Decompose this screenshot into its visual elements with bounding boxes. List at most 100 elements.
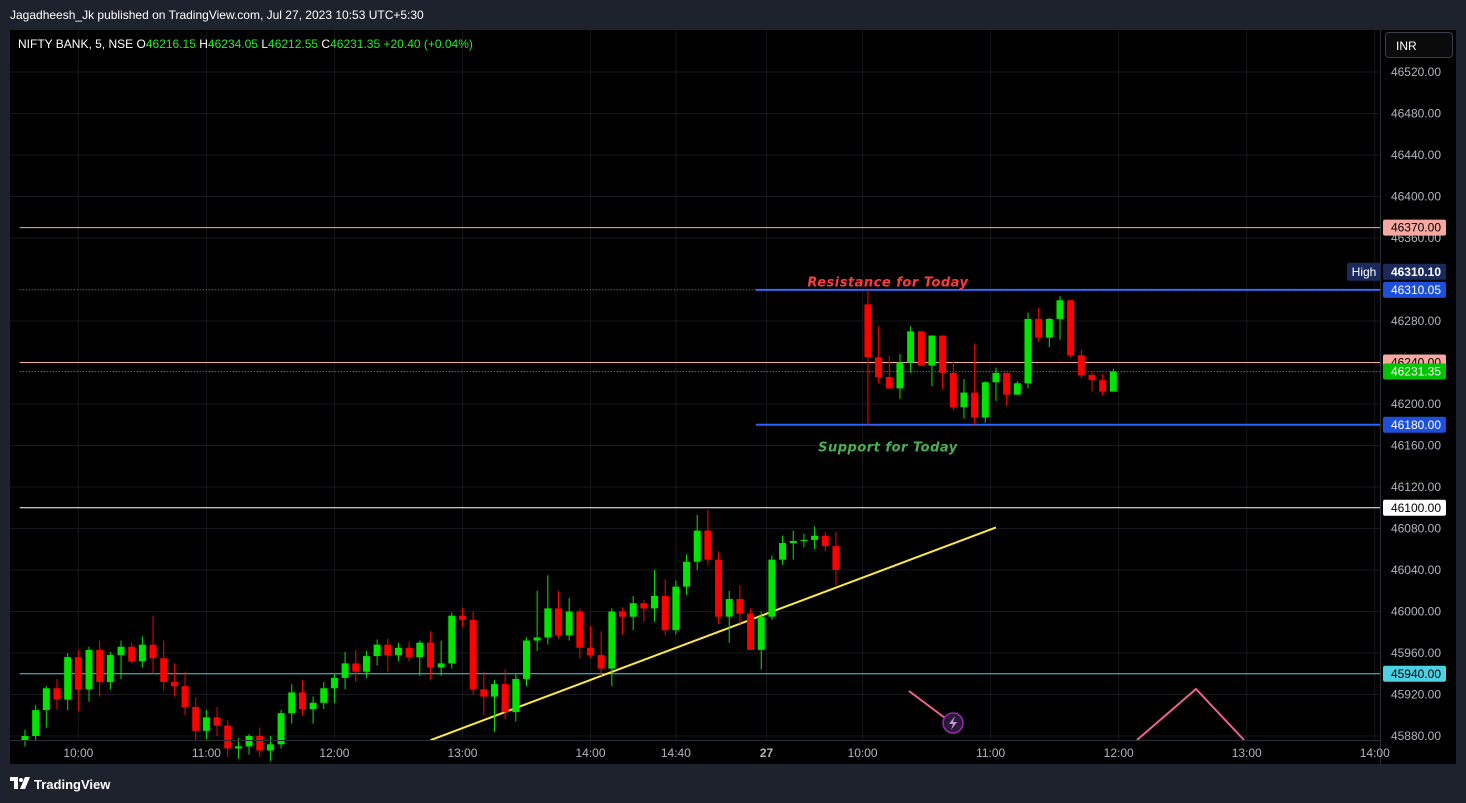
candle-body xyxy=(597,655,605,669)
candle-body xyxy=(715,559,723,617)
candle xyxy=(320,682,328,710)
candle xyxy=(384,638,392,672)
candle-body xyxy=(672,586,680,631)
candle xyxy=(1045,317,1053,347)
candle-body xyxy=(1067,300,1075,356)
candle-body xyxy=(992,372,1000,383)
candle-body xyxy=(224,725,232,749)
x-tick-label: 12:00 xyxy=(319,746,349,760)
candle xyxy=(522,637,530,687)
annotation-label: Support for Today xyxy=(818,441,958,456)
price-label-text: 46310.05 xyxy=(1391,283,1441,297)
candle-body xyxy=(565,611,573,636)
candle xyxy=(533,590,541,651)
candle xyxy=(640,600,648,622)
x-tick-label: 12:00 xyxy=(1104,746,1134,760)
candle xyxy=(981,381,989,423)
lightning-bolt-icon xyxy=(949,716,957,730)
candle-body xyxy=(341,663,349,678)
candle-body xyxy=(490,684,498,697)
candle xyxy=(288,684,296,724)
x-tick-label: 14:00 xyxy=(575,746,605,760)
candle xyxy=(928,335,936,387)
candle-body xyxy=(170,682,178,687)
candle-body xyxy=(469,619,477,690)
candle xyxy=(245,733,253,755)
price-label-bg xyxy=(1383,363,1446,380)
candle xyxy=(587,626,595,659)
price-label: 46180.00 xyxy=(1383,416,1446,433)
candle-body xyxy=(640,603,648,609)
candle-body xyxy=(522,640,530,679)
candle xyxy=(1077,350,1085,379)
candle-body xyxy=(981,382,989,418)
candle xyxy=(811,526,819,550)
y-tick-label: 46440.00 xyxy=(1391,148,1441,162)
candle-body xyxy=(437,663,445,668)
candle-body xyxy=(352,663,360,672)
close-value: 46231.35 xyxy=(330,37,381,51)
candle-body xyxy=(288,692,296,714)
candle xyxy=(362,650,370,678)
candle xyxy=(896,354,904,399)
candle-body xyxy=(555,608,562,636)
candle xyxy=(555,590,562,639)
candle-body xyxy=(416,642,424,658)
y-tick-label: 46520.00 xyxy=(1391,65,1441,79)
candle xyxy=(480,671,488,716)
candle-body xyxy=(757,616,765,650)
candle-body xyxy=(362,656,370,672)
candle xyxy=(170,663,178,697)
candle-body xyxy=(298,692,306,710)
candle xyxy=(32,704,40,742)
price-label-bg xyxy=(1383,499,1446,516)
candle xyxy=(864,289,872,426)
annotations-layer: Resistance for Today Support for Today xyxy=(807,276,968,456)
candle-body xyxy=(277,713,285,745)
candle xyxy=(181,671,189,716)
candle xyxy=(1035,307,1043,342)
candle-body xyxy=(181,686,189,707)
candle xyxy=(298,679,306,716)
x-tick-label: 14:40 xyxy=(661,746,691,760)
x-tick-label: 13:00 xyxy=(447,746,477,760)
horizontal-levels xyxy=(19,227,1380,675)
y-tick-label: 46480.00 xyxy=(1391,107,1441,121)
candle xyxy=(234,738,242,759)
high-value: 46234.05 xyxy=(207,37,258,51)
y-tick-label: 46120.00 xyxy=(1391,480,1441,494)
price-label: 46310.05 xyxy=(1383,281,1446,298)
price-label: 46310.10 High xyxy=(1347,262,1446,281)
x-tick-label: 10:00 xyxy=(63,746,93,760)
y-tick-label: 46160.00 xyxy=(1391,439,1441,453)
candle xyxy=(277,710,285,749)
candle-body xyxy=(426,642,434,668)
candle-body xyxy=(64,657,72,700)
chart-panel[interactable] xyxy=(10,30,1456,764)
candle-body xyxy=(448,615,456,664)
candle-body xyxy=(128,646,136,662)
candle-body xyxy=(1003,372,1011,395)
candle-body xyxy=(160,658,168,683)
candle xyxy=(202,710,210,740)
candle-body xyxy=(149,644,157,659)
candle xyxy=(800,533,808,548)
candle-body xyxy=(704,530,712,560)
price-label-bg xyxy=(1383,416,1446,433)
candle-body xyxy=(864,304,872,358)
candle-body xyxy=(779,543,787,560)
high-tag-text: High xyxy=(1352,265,1377,279)
candle xyxy=(576,608,584,659)
currency-button[interactable]: INR xyxy=(1385,32,1453,58)
symbol-label: NIFTY BANK, 5, NSE xyxy=(18,37,134,51)
candle-body xyxy=(651,595,659,609)
price-label-text: 46370.00 xyxy=(1391,221,1441,235)
candle-body xyxy=(53,688,61,700)
close-label: C xyxy=(321,37,331,51)
candle xyxy=(1088,371,1096,392)
candle xyxy=(341,651,349,690)
candle-body xyxy=(1056,300,1064,319)
candle-body xyxy=(1045,318,1053,338)
decorative-shapes xyxy=(908,687,1245,741)
